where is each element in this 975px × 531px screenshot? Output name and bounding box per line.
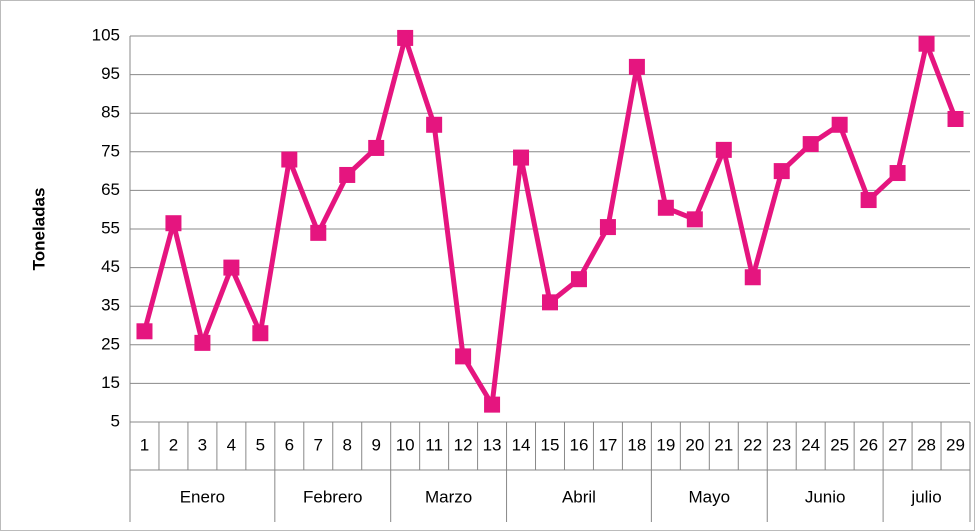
group-label: Junio <box>805 487 846 506</box>
y-tick-label: 55 <box>101 218 120 237</box>
marker <box>310 224 327 241</box>
x-tick-label: 15 <box>541 435 560 454</box>
group-label: julio <box>910 487 941 506</box>
y-tick-label: 25 <box>101 334 120 353</box>
marker <box>455 348 472 365</box>
marker <box>397 29 414 46</box>
x-tick-label: 26 <box>859 435 878 454</box>
x-tick-label: 3 <box>198 435 207 454</box>
marker <box>194 334 211 351</box>
x-tick-label: 1 <box>140 435 149 454</box>
x-tick-label: 13 <box>483 435 502 454</box>
x-tick-label: 29 <box>946 435 965 454</box>
marker <box>686 211 703 228</box>
marker <box>715 141 732 158</box>
marker <box>802 136 819 153</box>
x-tick-label: 10 <box>396 435 415 454</box>
x-tick-label: 22 <box>743 435 762 454</box>
x-tick-label: 11 <box>425 435 443 454</box>
marker <box>136 323 153 340</box>
y-tick-label: 105 <box>92 25 120 44</box>
y-tick-label: 45 <box>101 257 120 276</box>
marker <box>773 163 790 180</box>
x-tick-label: 6 <box>285 435 294 454</box>
marker <box>744 269 761 286</box>
marker <box>947 110 964 127</box>
group-label: Mayo <box>689 487 731 506</box>
marker <box>426 116 443 133</box>
x-tick-label: 12 <box>454 435 473 454</box>
series-line <box>142 35 958 408</box>
y-tick-label: 5 <box>111 411 120 430</box>
marker <box>831 116 848 133</box>
x-tick-label: 25 <box>830 435 849 454</box>
x-tick-label: 28 <box>917 435 936 454</box>
x-tick-label: 19 <box>656 435 675 454</box>
marker <box>657 199 674 216</box>
marker <box>484 396 501 413</box>
x-tick-label: 17 <box>598 435 617 454</box>
group-label: Enero <box>180 487 225 506</box>
x-tick-label: 27 <box>888 435 907 454</box>
x-tick-label: 7 <box>314 435 323 454</box>
x-tick-label: 5 <box>256 435 265 454</box>
marker <box>281 151 298 168</box>
x-tick-label: 20 <box>685 435 704 454</box>
marker <box>889 165 906 182</box>
x-tick-label: 14 <box>512 435 531 454</box>
marker <box>165 215 182 232</box>
y-tick-label: 85 <box>101 103 120 122</box>
x-tick-label: 21 <box>714 435 733 454</box>
marker <box>628 58 645 75</box>
y-tick-label: 65 <box>101 180 120 199</box>
y-axis-title: Toneladas <box>29 188 48 271</box>
y-tick-label: 15 <box>101 373 120 392</box>
x-tick-label: 8 <box>343 435 352 454</box>
x-tick-label: 23 <box>772 435 791 454</box>
x-tick-label: 18 <box>627 435 646 454</box>
x-tick-label: 4 <box>227 435 236 454</box>
marker <box>223 259 240 276</box>
marker <box>542 294 558 311</box>
y-tick-label: 75 <box>101 141 120 160</box>
marker <box>339 166 356 183</box>
marker <box>599 219 616 236</box>
x-tick-label: 9 <box>371 435 380 454</box>
marker <box>918 35 935 52</box>
marker <box>570 271 587 288</box>
y-tick-label: 95 <box>101 64 120 83</box>
x-tick-label: 2 <box>169 435 178 454</box>
x-tick-label: 16 <box>570 435 589 454</box>
marker <box>368 139 385 156</box>
x-tick-label: 24 <box>801 435 820 454</box>
group-label: Abril <box>562 487 596 506</box>
y-tick-label: 35 <box>101 296 120 315</box>
group-label: Marzo <box>425 487 472 506</box>
group-label: Febrero <box>303 487 363 506</box>
marker <box>513 149 530 166</box>
marker <box>860 192 877 209</box>
marker <box>252 325 269 342</box>
